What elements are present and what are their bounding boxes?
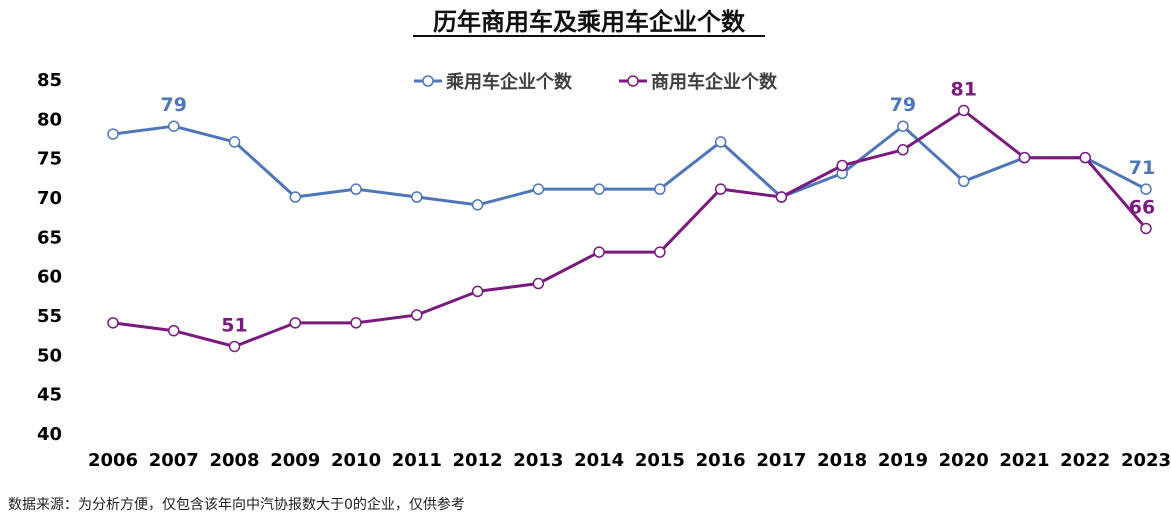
data-point: [714, 183, 727, 195]
data-point: [654, 183, 666, 195]
x-tick-label: 2007: [149, 450, 199, 471]
x-tick-label: 2018: [817, 450, 867, 471]
data-point: [168, 120, 180, 132]
y-tick-label: 40: [37, 424, 62, 445]
data-label: 51: [221, 314, 247, 336]
data-point: [228, 340, 241, 353]
data-point: [350, 317, 362, 329]
x-tick-label: 2016: [696, 450, 746, 471]
data-point: [775, 191, 788, 203]
data-label: 81: [950, 78, 976, 100]
data-point: [411, 309, 423, 321]
x-tick-label: 2014: [574, 450, 624, 471]
y-tick-label: 50: [37, 345, 62, 366]
data-label: 66: [1129, 196, 1155, 218]
y-tick-label: 65: [37, 227, 62, 248]
data-point: [897, 120, 909, 132]
x-tick-label: 2008: [209, 450, 259, 471]
legend: 乘用车企业个数 商用车企业个数: [414, 71, 778, 93]
legend-marker-passenger: [422, 75, 434, 87]
data-label: 79: [161, 94, 187, 116]
y-tick-label: 85: [37, 70, 62, 91]
x-tick-label: 2013: [513, 450, 563, 471]
legend-item-passenger: 乘用车企业个数: [414, 71, 573, 93]
data-point: [411, 191, 423, 203]
data-point: [1140, 222, 1152, 235]
data-point: [1079, 151, 1091, 164]
x-tick-label: 2017: [756, 450, 806, 471]
data-point: [532, 277, 545, 290]
y-tick-label: 60: [37, 267, 62, 288]
data-point: [471, 199, 484, 211]
legend-label-commercial: 商用车企业个数: [651, 71, 778, 93]
data-point: [1018, 151, 1031, 164]
x-tick-label: 2011: [392, 450, 442, 471]
data-point: [593, 246, 605, 258]
data-point: [471, 285, 484, 298]
series-line-0: [111, 124, 1148, 207]
x-tick-label: 2006: [88, 450, 138, 471]
source-footnote: 数据来源：为分析方便，仅包含该年向中汽协报数大于0的企业，仅供参考: [8, 496, 465, 513]
legend-label-passenger: 乘用车企业个数: [445, 71, 573, 93]
legend-marker-commercial: [627, 75, 639, 87]
data-point: [289, 191, 302, 203]
data-point: [107, 128, 119, 140]
data-point: [654, 246, 666, 258]
x-tick-label: 2015: [635, 450, 685, 471]
data-labels: 79 79 71 51 81 66: [161, 78, 1156, 336]
data-point: [107, 317, 119, 329]
data-label: 71: [1129, 157, 1155, 179]
x-tick-label: 2023: [1121, 450, 1171, 471]
data-point: [593, 183, 605, 195]
y-tick-label: 55: [37, 306, 62, 327]
x-tick-label: 2019: [878, 450, 928, 471]
chart-title: 历年商用车及乘用车企业个数: [433, 8, 746, 36]
legend-item-commercial: 商用车企业个数: [619, 71, 778, 93]
data-point: [350, 183, 362, 195]
y-tick-label: 45: [37, 385, 62, 406]
data-point: [836, 159, 848, 172]
series-points: [107, 104, 1152, 353]
data-point: [897, 144, 909, 156]
y-tick-label: 75: [37, 149, 62, 170]
x-axis-ticks: 2006 2007 2008 2009 2010 2011 2012 2013 2014 2015…: [88, 450, 1171, 471]
y-axis-ticks: 40 45 50 55 60 65 70 75 80 85: [37, 70, 62, 445]
data-label: 79: [890, 94, 916, 116]
x-tick-label: 2020: [939, 450, 989, 471]
x-tick-label: 2012: [453, 450, 503, 471]
data-point: [228, 136, 241, 148]
data-point: [957, 175, 970, 188]
data-point: [168, 324, 180, 337]
data-point: [532, 183, 545, 195]
data-point: [1140, 183, 1152, 195]
data-point: [289, 317, 302, 329]
x-tick-label: 2010: [331, 450, 381, 471]
series-lines: [111, 109, 1148, 348]
series-line-1: [111, 109, 1148, 348]
x-tick-label: 2009: [270, 450, 320, 471]
data-point: [714, 136, 727, 148]
data-point: [957, 104, 970, 117]
y-tick-label: 80: [37, 109, 62, 130]
x-tick-label: 2022: [1060, 450, 1110, 471]
x-tick-label: 2021: [999, 450, 1049, 471]
y-tick-label: 70: [37, 188, 62, 209]
